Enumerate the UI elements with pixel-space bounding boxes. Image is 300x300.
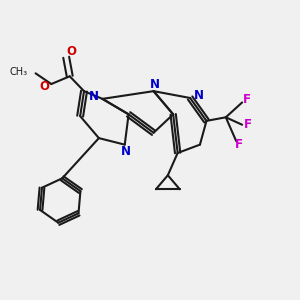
Text: F: F (243, 93, 250, 106)
Text: F: F (235, 138, 243, 151)
Text: CH₃: CH₃ (9, 67, 27, 77)
Text: N: N (89, 90, 99, 103)
Text: N: N (150, 78, 160, 91)
Text: N: N (194, 88, 203, 101)
Text: N: N (121, 145, 131, 158)
Text: O: O (67, 45, 76, 58)
Text: F: F (244, 118, 252, 131)
Text: O: O (40, 80, 50, 94)
